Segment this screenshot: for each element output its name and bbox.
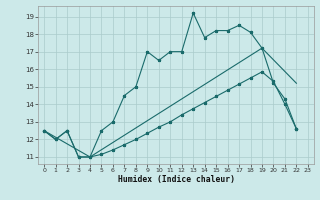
- X-axis label: Humidex (Indice chaleur): Humidex (Indice chaleur): [117, 175, 235, 184]
